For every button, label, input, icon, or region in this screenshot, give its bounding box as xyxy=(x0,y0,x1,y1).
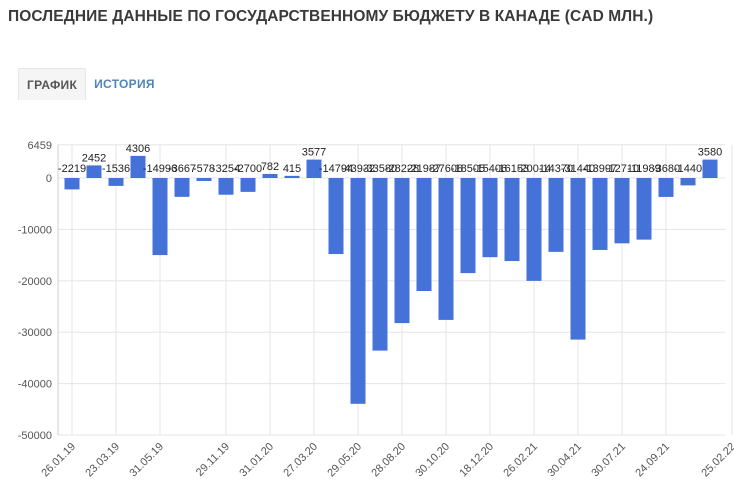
x-tick-label: 23.03.19 xyxy=(83,441,122,480)
bar-value-label: 782 xyxy=(261,161,279,173)
y-axis-ticks: 6459 0 -10000 -20000 -30000 -40000 -50000 xyxy=(18,140,52,442)
bar xyxy=(262,173,278,178)
bar xyxy=(592,178,608,250)
chart-title: ПОСЛЕДНИЕ ДАННЫЕ ПО ГОСУДАРСТВЕННОМУ БЮД… xyxy=(8,8,654,25)
bar-value-label: -11989 xyxy=(627,163,660,175)
bar-value-label: -3680 xyxy=(652,163,680,175)
bar-value-label: -14996 xyxy=(143,163,177,175)
bars xyxy=(64,155,718,404)
x-tick-label: 27.03.20 xyxy=(281,441,320,480)
bar-value-label: -14794 xyxy=(319,163,353,175)
x-tick-label: 31.01.20 xyxy=(237,441,276,480)
bar xyxy=(240,178,256,192)
bar-value-label: -18505 xyxy=(451,163,485,175)
bar xyxy=(416,178,432,292)
bar xyxy=(570,178,586,340)
y-tick-label: -40000 xyxy=(18,379,52,391)
bar-value-label: -31440 xyxy=(561,163,595,175)
bar-value-label: -15406 xyxy=(473,163,507,175)
x-tick-label: 24.09.21 xyxy=(633,441,672,480)
bar xyxy=(86,165,102,178)
x-axis-ticks: 26.01.19 23.03.19 31.05.19 29.11.19 31.01.20… xyxy=(39,441,734,480)
bar-value-label: -21987 xyxy=(407,163,441,175)
bar-value-label: -43932 xyxy=(341,163,375,175)
bar-value-label: -1440 xyxy=(674,163,702,175)
bar xyxy=(438,178,454,320)
bar-value-label: -1536 xyxy=(102,163,130,175)
bar-value-label: -3667 xyxy=(168,163,196,175)
bar xyxy=(548,178,564,252)
bar xyxy=(130,155,146,178)
bar xyxy=(394,178,410,324)
bar-value-label: -578 xyxy=(193,163,215,175)
bar xyxy=(460,178,476,274)
bar-value-label: -2700 xyxy=(234,163,262,175)
bar-value-label: 3580 xyxy=(698,147,722,159)
y-tick-label: -20000 xyxy=(18,276,52,288)
x-tick-label: 30.10.20 xyxy=(413,441,452,480)
y-tick-label: -10000 xyxy=(18,224,52,236)
bar-value-label: -3254 xyxy=(212,163,240,175)
x-tick-label: 30.04.21 xyxy=(545,441,584,480)
bar xyxy=(64,178,80,190)
bar xyxy=(372,178,388,351)
bar xyxy=(526,178,542,281)
bar xyxy=(636,178,652,240)
bar xyxy=(174,178,190,197)
bar-value-label: -27608 xyxy=(429,163,463,175)
bar xyxy=(702,159,718,178)
bar-value-label: -12710 xyxy=(605,163,639,175)
bar xyxy=(614,178,630,244)
bar xyxy=(108,178,124,186)
x-tick-label: 30.07.21 xyxy=(589,441,628,480)
x-tick-label: 26.02.21 xyxy=(501,441,540,480)
y-tick-label: -30000 xyxy=(18,327,52,339)
bar-value-label: -14370 xyxy=(539,163,573,175)
bar-value-label: -20014 xyxy=(517,163,551,175)
x-tick-label: 26.01.19 xyxy=(39,441,78,480)
bar-value-label: -16153 xyxy=(495,163,529,175)
x-tick-label: 25.02.22 xyxy=(699,441,734,480)
bar xyxy=(218,178,234,195)
bar-value-label: 415 xyxy=(283,163,301,175)
bar xyxy=(196,178,212,181)
bar-value-label: 4306 xyxy=(126,143,150,155)
y-tick-label: 6459 xyxy=(28,140,52,152)
bar xyxy=(284,175,300,178)
bar-value-label: -33580 xyxy=(363,163,397,175)
bar xyxy=(658,178,674,197)
x-tick-label: 31.05.19 xyxy=(127,441,166,480)
bar-value-label: -2219 xyxy=(58,163,86,175)
bar xyxy=(328,178,344,255)
tab-history[interactable]: ИСТОРИЯ xyxy=(94,77,155,91)
x-tick-label: 29.05.20 xyxy=(325,441,364,480)
bar-value-label: -28228 xyxy=(385,163,419,175)
bar xyxy=(152,178,168,256)
bar-value-label: -13997 xyxy=(583,163,617,175)
y-tick-label: 0 xyxy=(46,173,52,185)
x-tick-label: 28.08.20 xyxy=(369,441,408,480)
x-tick-label: 29.11.19 xyxy=(194,441,232,479)
bar xyxy=(680,178,696,186)
x-tick-label: 18.12.20 xyxy=(457,441,496,480)
bar xyxy=(350,178,366,404)
view-tabs: ГРАФИК ИСТОРИЯ xyxy=(18,68,163,100)
bar xyxy=(504,178,520,262)
bar-value-label: 3577 xyxy=(302,147,326,159)
bar-value-labels: -22192452-15364306-14996-3667-578-3254-2… xyxy=(58,143,722,175)
bar xyxy=(306,159,322,178)
y-tick-label: -50000 xyxy=(18,430,52,442)
tab-chart[interactable]: ГРАФИК xyxy=(18,68,87,100)
bar xyxy=(482,178,498,258)
bar-value-label: 2452 xyxy=(82,152,106,164)
